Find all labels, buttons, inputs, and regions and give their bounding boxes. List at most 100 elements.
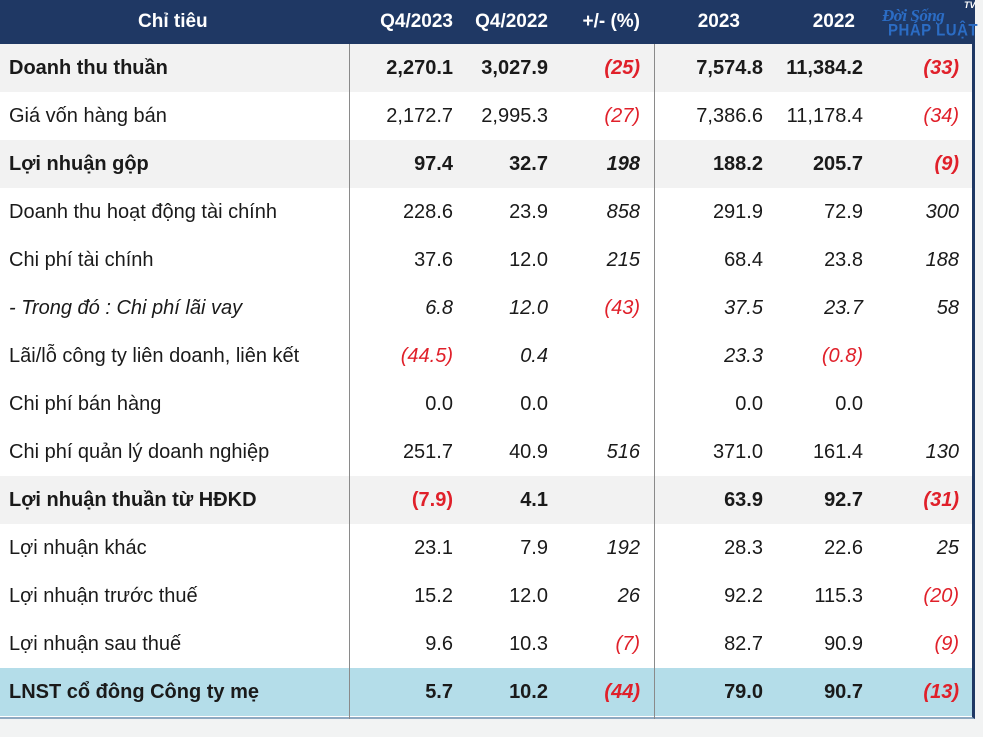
cell-q4-2022: 12.0 xyxy=(509,249,548,271)
cell-q4-2022: 10.3 xyxy=(509,633,548,655)
header-name: Chỉ tiêu xyxy=(138,11,208,32)
cell-ychange: 188 xyxy=(925,249,959,271)
row-label: Lợi nhuận sau thuế xyxy=(9,633,182,655)
cell-y2023: 7,386.6 xyxy=(696,105,763,127)
header-2022: 2022 xyxy=(812,11,855,32)
column-divider xyxy=(349,44,350,719)
cell-q4-2023: 251.7 xyxy=(402,441,453,463)
row-label: Doanh thu thuần xyxy=(9,57,168,79)
table-row: Lợi nhuận trước thuế 15.2 12.0 26 92.2 115.3 (… xyxy=(0,572,972,620)
cell-y2022: 72.9 xyxy=(824,201,863,223)
cell-change: 192 xyxy=(606,537,640,559)
cell-q4-2023: 37.6 xyxy=(414,249,453,271)
row-label: Chi phí bán hàng xyxy=(9,393,162,415)
cell-q4-2022: 12.0 xyxy=(509,585,548,607)
row-label: Lợi nhuận trước thuế xyxy=(9,585,198,607)
header-q4-2023: Q4/2023 xyxy=(380,11,453,32)
cell-change: (43) xyxy=(604,297,640,319)
cell-q4-2022: 0.0 xyxy=(520,393,548,415)
cell-change: 26 xyxy=(617,585,640,607)
table-row: Doanh thu thuần 2,270.1 3,027.9 (25) 7,574.8… xyxy=(0,44,972,92)
cell-change: 198 xyxy=(606,153,640,175)
logo-line2: PHÁP LUẬT xyxy=(888,21,979,40)
cell-q4-2023: 228.6 xyxy=(402,201,453,223)
cell-ychange: (31) xyxy=(923,489,959,511)
table-row: Chi phí bán hàng 0.0 0.0 0.0 0.0 xyxy=(0,380,972,428)
cell-y2023: 0.0 xyxy=(735,393,763,415)
cell-q4-2022: 32.7 xyxy=(509,153,548,175)
row-label: LNST cổ đông Công ty mẹ xyxy=(9,681,259,703)
cell-ychange: (9) xyxy=(934,153,959,175)
cell-q4-2023: (7.9) xyxy=(411,489,453,511)
cell-y2022: 161.4 xyxy=(812,441,863,463)
cell-y2022: (0.8) xyxy=(821,345,863,367)
cell-q4-2023: 15.2 xyxy=(414,585,453,607)
cell-y2022: 90.7 xyxy=(824,681,863,703)
cell-q4-2023: 9.6 xyxy=(425,633,453,655)
cell-y2023: 7,574.8 xyxy=(696,57,763,79)
cell-y2022: 23.8 xyxy=(824,249,863,271)
cell-change: (44) xyxy=(604,681,640,703)
cell-change: 516 xyxy=(606,441,640,463)
row-label: - Trong đó : Chi phí lãi vay xyxy=(9,297,243,319)
table-row: Lợi nhuận gộp 97.4 32.7 198 188.2 205.7 (9) xyxy=(0,140,972,188)
cell-ychange xyxy=(863,380,959,428)
table-row: Chi phí tài chính 37.6 12.0 215 68.4 23.8 188 xyxy=(0,236,972,284)
cell-y2022: 92.7 xyxy=(824,489,863,511)
cell-y2023: 291.9 xyxy=(712,201,763,223)
row-label: Chi phí quản lý doanh nghiệp xyxy=(9,441,270,463)
cell-ychange: (20) xyxy=(923,585,959,607)
cell-ychange: 25 xyxy=(936,537,959,559)
header-change: +/- (%) xyxy=(582,11,640,32)
cell-y2023: 92.2 xyxy=(724,585,763,607)
cell-q4-2022: 2,995.3 xyxy=(481,105,548,127)
cell-change: (27) xyxy=(604,105,640,127)
cell-y2022: 90.9 xyxy=(824,633,863,655)
column-divider xyxy=(654,44,655,719)
cell-change: 215 xyxy=(606,249,640,271)
logo-tv: TV xyxy=(964,0,976,10)
cell-q4-2023: 2,270.1 xyxy=(386,57,453,79)
cell-q4-2022: 3,027.9 xyxy=(481,57,548,79)
cell-y2022: 0.0 xyxy=(835,393,863,415)
table-row: Lợi nhuận sau thuế 9.6 10.3 (7) 82.7 90.9 (9) xyxy=(0,620,972,668)
row-label: Giá vốn hàng bán xyxy=(9,105,167,127)
cell-q4-2022: 4.1 xyxy=(520,489,548,511)
table-row: Lợi nhuận thuần từ HĐKD (7.9) 4.1 63.9 92.7 (… xyxy=(0,476,972,524)
cell-y2022: 11,384.2 xyxy=(786,57,863,79)
cell-y2023: 188.2 xyxy=(712,153,763,175)
logo-line1: Đời Sống xyxy=(882,6,945,25)
cell-q4-2022: 0.4 xyxy=(520,345,548,367)
table-row: Doanh thu hoạt động tài chính 228.6 23.9 85… xyxy=(0,188,972,236)
table-row: Chi phí quản lý doanh nghiệp 251.7 40.9 516… xyxy=(0,428,972,476)
cell-ychange: (34) xyxy=(923,105,959,127)
cell-change xyxy=(548,332,640,380)
header-q4-2022: Q4/2022 xyxy=(475,11,548,32)
cell-y2023: 68.4 xyxy=(724,249,763,271)
cell-ychange: (33) xyxy=(923,57,959,79)
table-header: Chỉ tiêu Q4/2023 Q4/2022 +/- (%) 2023 20… xyxy=(0,0,972,44)
cell-ychange: 130 xyxy=(925,441,959,463)
cell-change: (25) xyxy=(604,57,640,79)
table-row: LNST cổ đông Công ty mẹ 5.7 10.2 (44) 79.0 90… xyxy=(0,668,972,716)
cell-y2023: 82.7 xyxy=(724,633,763,655)
row-label: Chi phí tài chính xyxy=(9,249,154,271)
cell-ychange: (13) xyxy=(923,681,959,703)
doi-song-phap-luat-logo: Đời Sống PHÁP LUẬT TV xyxy=(874,0,982,44)
cell-y2023: 23.3 xyxy=(724,345,763,367)
row-label: Lãi/lỗ công ty liên doanh, liên kết xyxy=(9,345,300,367)
cell-q4-2023: 6.8 xyxy=(425,297,453,319)
cell-change xyxy=(548,476,640,524)
row-label: Lợi nhuận khác xyxy=(9,537,147,559)
table-row: Lợi nhuận khác 23.1 7.9 192 28.3 22.6 25 xyxy=(0,524,972,572)
cell-y2023: 79.0 xyxy=(724,681,763,703)
cell-q4-2023: (44.5) xyxy=(400,345,453,367)
cell-y2023: 371.0 xyxy=(712,441,763,463)
cell-q4-2022: 10.2 xyxy=(509,681,548,703)
cell-ychange: (9) xyxy=(934,633,959,655)
cell-q4-2022: 7.9 xyxy=(520,537,548,559)
cell-q4-2023: 23.1 xyxy=(414,537,453,559)
row-label: Doanh thu hoạt động tài chính xyxy=(9,201,277,223)
cell-change: 858 xyxy=(606,201,640,223)
row-label: Lợi nhuận thuần từ HĐKD xyxy=(9,489,257,511)
